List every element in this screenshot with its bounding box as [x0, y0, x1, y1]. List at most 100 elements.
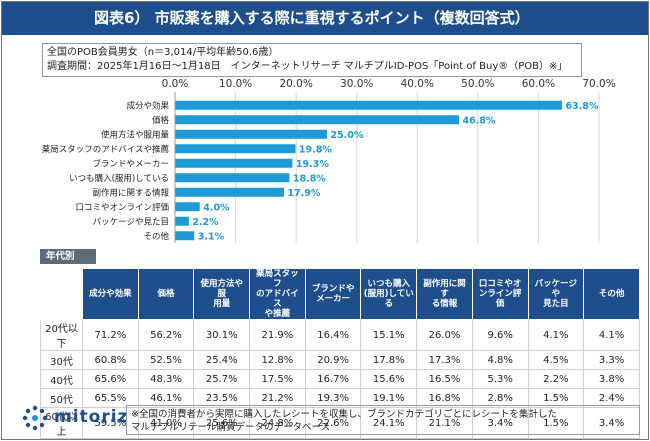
- table-row: 40代 65.6% 48.3% 25.7% 17.5% 16.7% 15.6% 16.5% 5.…: [40, 369, 640, 389]
- table-cell: 24.8%: [249, 407, 306, 439]
- table-cell: 4.8%: [471, 350, 529, 370]
- table-cell: 3.3%: [583, 350, 640, 370]
- x-tick-label: 20.0%: [279, 78, 312, 90]
- footnote: ※全国の消費者から実際に購入したレシートを収集し、ブランドカテゴリごとにレシート…: [126, 405, 640, 435]
- table-cell: 21.1%: [416, 407, 473, 439]
- table-cell: 3.4%: [471, 407, 529, 439]
- value-label-layer: 63.8% 46.8% 25.0% 19.8% 19.3% 18.8% 17.9% 4.0% 2…: [192, 101, 599, 243]
- category-label: パッケージや見た目: [93, 217, 169, 227]
- bar: [175, 158, 293, 168]
- age-table-column-header: 副作用に関す る情報: [416, 268, 473, 320]
- table-cell: 22.6%: [304, 407, 362, 439]
- table-cell: 4.5%: [527, 350, 585, 370]
- category-label: ブランドやメーカー: [92, 158, 169, 169]
- bar: [175, 129, 327, 139]
- age-table-column-header: その他: [583, 268, 640, 320]
- table-cell: 16.4%: [304, 319, 362, 351]
- table-cell: 20.9%: [304, 350, 362, 370]
- x-tick-label: 60.0%: [522, 78, 555, 90]
- age-table-column-header: 価格: [137, 268, 195, 320]
- value-label: 2.2%: [192, 217, 219, 228]
- age-table-column-header: ブランドや メーカー: [304, 268, 362, 320]
- x-tick-label: 10.0%: [219, 78, 252, 90]
- bar-layer: [175, 100, 562, 241]
- bar: [175, 144, 296, 154]
- table-cell: 56.2%: [137, 319, 195, 351]
- age-row-label: 40代: [40, 369, 83, 389]
- mitoriz-logo: mitoriz: [20, 405, 127, 431]
- value-label: 19.8%: [299, 144, 332, 155]
- survey-period: 調査期間：2025年1月16日〜1月18日 インターネットリサーチ マルチプルI…: [47, 61, 568, 72]
- value-label: 17.9%: [287, 188, 320, 199]
- age-table-column-header: パッケージや 見た目: [527, 268, 585, 320]
- category-label: 薬局スタッフのアドバイスや推薦: [42, 144, 170, 155]
- bar: [175, 187, 284, 197]
- table-cell: 21.9%: [249, 319, 306, 351]
- table-cell: 60.8%: [82, 350, 139, 370]
- footnote-line-1: ※全国の消費者から実際に購入したレシートを収集し、ブランドカテゴリごとにレシート…: [131, 409, 557, 420]
- age-table-column-header: 成分や効果: [82, 268, 139, 320]
- bar: [175, 202, 200, 212]
- age-table-header: 成分や効果 価格 使用方法や服 用量 薬局スタッフ のアドバイス や推薦 ブランドや メーカーい…: [40, 268, 640, 320]
- table-cell: 25.4%: [193, 350, 251, 370]
- bar: [175, 231, 195, 241]
- x-tick-label: 30.0%: [340, 78, 373, 90]
- value-label: 46.8%: [462, 115, 495, 126]
- age-table: 成分や効果 価格 使用方法や服 用量 薬局スタッフ のアドバイス や推薦 ブランドや メーカーい…: [40, 268, 640, 439]
- age-table-column-header: 薬局スタッフ のアドバイス や推薦: [249, 268, 306, 320]
- category-label: その他: [143, 231, 169, 242]
- bar: [175, 115, 459, 125]
- category-layer: 成分や効果価格使用方法や服用量薬局スタッフのアドバイスや推薦ブランドやメーカーい…: [42, 100, 170, 242]
- age-table-column-header: 口コミやオ ンライン評価: [471, 268, 529, 320]
- table-cell: 9.6%: [471, 319, 529, 351]
- table-cell: 16.5%: [416, 369, 473, 389]
- age-table-tag: 年代別: [40, 249, 96, 264]
- age-row-label: 60代以上: [40, 407, 83, 439]
- table-cell: 17.8%: [360, 350, 418, 370]
- value-label: 18.8%: [293, 173, 326, 184]
- table-row: 20代以下 71.2% 56.2% 30.1% 21.9% 16.4% 15.1% 26.0%…: [40, 319, 640, 351]
- value-label: 25.0%: [330, 130, 363, 141]
- table-cell: 25.7%: [193, 369, 251, 389]
- table-cell: 65.6%: [82, 369, 139, 389]
- age-table-column-header: いつも購入 (服用)している: [360, 268, 418, 320]
- value-label: 63.8%: [565, 101, 598, 112]
- table-cell: 4.1%: [583, 319, 640, 351]
- footnote-line-2: マルチプルリテール購買データのデータベース: [131, 422, 331, 433]
- table-cell: 30.1%: [193, 319, 251, 351]
- table-cell: 25.6%: [193, 407, 251, 439]
- value-label: 19.3%: [296, 159, 329, 170]
- age-row-label: 20代以下: [40, 319, 83, 351]
- value-label: 4.0%: [203, 202, 230, 213]
- age-table-corner: [40, 268, 83, 320]
- survey-sample: 全国のPOB会員男女（n＝3,014/平均年齢50.6歳）: [47, 47, 279, 58]
- tick-layer: 0.0% 10.0% 20.0% 30.0% 40.0% 50.0% 60.0% 70.0%: [162, 78, 616, 90]
- survey-info: 全国のPOB会員男女（n＝3,014/平均年齢50.6歳） 調査期間：2025年…: [42, 43, 582, 77]
- table-cell: 41.0%: [137, 407, 195, 439]
- table-cell: 26.0%: [416, 319, 473, 351]
- table-cell: 1.5%: [527, 407, 585, 439]
- category-label: 口コミやオンライン評価: [75, 202, 169, 213]
- category-label: 価格: [152, 115, 170, 126]
- table-cell: 2.2%: [527, 369, 585, 389]
- table-cell: 3.8%: [583, 369, 640, 389]
- table-cell: 71.2%: [82, 319, 139, 351]
- table-cell: 15.1%: [360, 319, 418, 351]
- bar: [175, 216, 189, 226]
- table-cell: 48.3%: [137, 369, 195, 389]
- x-tick-label: 0.0%: [162, 78, 189, 90]
- x-tick-label: 40.0%: [401, 78, 434, 90]
- age-row-label: 30代: [40, 350, 83, 370]
- table-cell: 4.1%: [527, 319, 585, 351]
- mitoriz-logo-icon: [22, 405, 48, 431]
- category-label: いつも購入(服用)している: [69, 173, 169, 184]
- table-cell: 16.7%: [304, 369, 362, 389]
- bar: [175, 173, 290, 183]
- table-cell: 12.8%: [249, 350, 306, 370]
- x-tick-label: 50.0%: [461, 78, 494, 90]
- x-tick-label: 70.0%: [582, 78, 615, 90]
- bar: [175, 100, 562, 110]
- category-label: 使用方法や服用量: [101, 129, 170, 140]
- table-cell: 5.3%: [471, 369, 529, 389]
